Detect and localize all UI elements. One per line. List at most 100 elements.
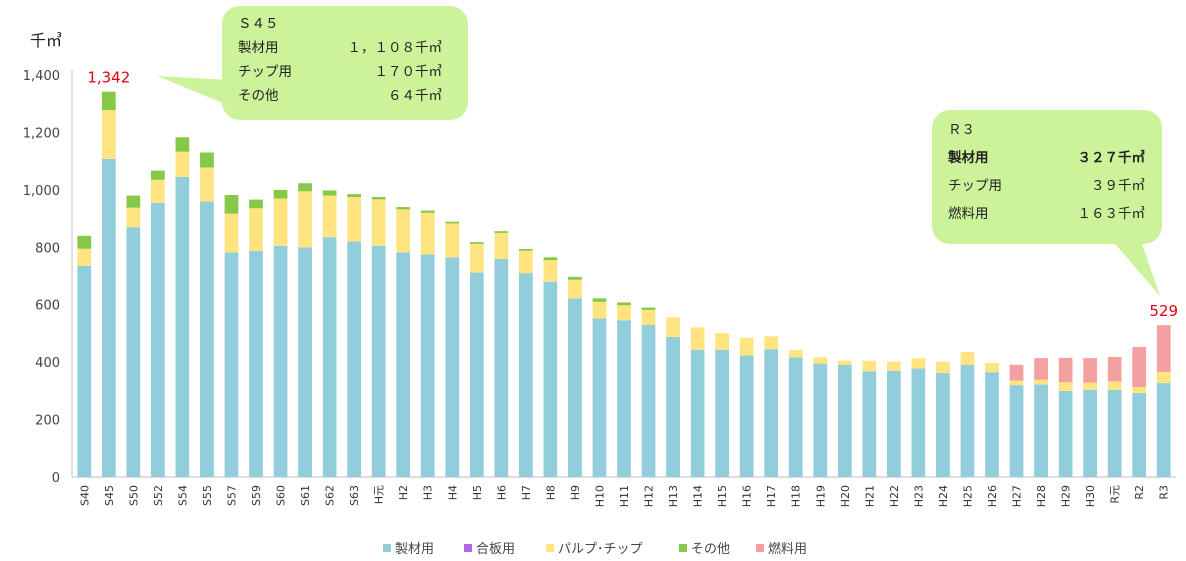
chart-axes: 千㎥ 0 200 400 600 800 1,000 1,200 1,400 S40 S45 S50 S… — [23, 31, 1176, 507]
legend-label: 合板用 — [476, 542, 515, 557]
bar-segment-4 — [641, 307, 656, 310]
y-tick-label: 800 — [35, 241, 60, 256]
bar-segment-1 — [347, 241, 362, 477]
x-tick-label: H7 — [520, 485, 533, 500]
callout-pointer-r3 — [1110, 238, 1160, 296]
bar-segment-1 — [396, 252, 411, 477]
bar-segment-1 — [715, 349, 730, 477]
bar-segment-3 — [150, 179, 165, 203]
callout-line-label: その他 — [238, 88, 279, 104]
x-tick-label: S55 — [201, 485, 214, 506]
bar-segment-4 — [322, 190, 337, 196]
bar-segment-3 — [518, 250, 533, 274]
bar-segment-3 — [813, 357, 828, 364]
bar-segment-1 — [543, 281, 558, 477]
chart-bars — [77, 91, 1171, 478]
bar-segment-3 — [494, 232, 509, 259]
x-tick-label: S59 — [250, 485, 263, 506]
bar-segment-1 — [150, 202, 165, 477]
x-tick-label: H17 — [765, 485, 778, 507]
x-tick-label: H4 — [446, 485, 459, 500]
x-tick-label: H23 — [912, 485, 925, 507]
callout-line-label: チップ用 — [238, 64, 292, 80]
bar-segment-4 — [101, 91, 116, 111]
bar-segment-4 — [445, 221, 460, 224]
x-tick-label: H29 — [1060, 485, 1073, 507]
x-tick-label: H9 — [569, 485, 582, 500]
bar-segment-1 — [837, 365, 852, 477]
bar-segment-5 — [1083, 358, 1098, 383]
x-tick-label: R3 — [1158, 485, 1171, 500]
bar-segment-1 — [101, 158, 116, 478]
bar-segment-1 — [224, 252, 239, 477]
bar-segment-3 — [886, 361, 901, 371]
legend-label: 燃料用 — [768, 541, 807, 557]
chart-legend: 製材用 合板用 パルプ･チップ その他 燃料用 — [383, 541, 807, 557]
bar-segment-3 — [788, 350, 803, 358]
legend-swatch — [546, 544, 554, 552]
bar-segment-4 — [518, 249, 533, 251]
bar-segment-4 — [371, 197, 386, 200]
y-tick-label: 600 — [35, 299, 60, 314]
callout-line-value: ６４千㎥ — [388, 88, 442, 104]
bar-segment-4 — [150, 170, 165, 180]
x-tick-label: H25 — [961, 485, 974, 507]
bar-segment-3 — [690, 327, 705, 350]
callout-line-label: 製材用 — [238, 40, 279, 56]
x-tick-label: S60 — [275, 485, 288, 506]
x-tick-label: H10 — [593, 485, 606, 507]
bar-segment-3 — [1058, 382, 1073, 391]
x-tick-label: S62 — [324, 485, 337, 506]
callout-line-value: １６３千㎥ — [1078, 206, 1146, 222]
x-tick-label: H元 — [373, 485, 386, 504]
callout-box-r3 — [932, 110, 1162, 244]
legend-swatch — [756, 544, 764, 552]
bar-segment-3 — [77, 248, 92, 266]
bar-segment-4 — [224, 195, 239, 214]
x-tick-label: S54 — [176, 485, 189, 506]
bar-segment-3 — [298, 191, 312, 248]
callout-line-label: 燃料用 — [948, 205, 989, 222]
bar-segment-3 — [764, 336, 779, 350]
callout-pointer-s45 — [157, 76, 230, 106]
x-tick-label: H14 — [692, 485, 705, 507]
x-tick-label: S50 — [127, 485, 140, 506]
bar-segment-3 — [837, 360, 852, 366]
y-tick-label: 1,400 — [23, 69, 60, 84]
x-tick-label: H11 — [618, 485, 631, 507]
x-tick-label: H18 — [790, 485, 803, 507]
x-tick-label: H5 — [471, 485, 484, 500]
bar-segment-1 — [886, 370, 901, 477]
bar-segment-3 — [1009, 380, 1024, 386]
y-tick-label: 1,000 — [23, 184, 60, 199]
bar-segment-1 — [592, 318, 607, 477]
bar-segment-3 — [985, 363, 999, 373]
x-tick-label: H12 — [643, 485, 656, 507]
x-tick-label: S61 — [299, 485, 312, 506]
x-tick-label: H22 — [888, 485, 901, 507]
callout-box-s45 — [222, 6, 468, 120]
bar-segment-1 — [862, 371, 877, 477]
bar-segment-1 — [273, 245, 288, 477]
bar-segment-4 — [494, 231, 509, 233]
bar-segment-4 — [396, 207, 411, 210]
x-tick-label: H30 — [1084, 485, 1097, 507]
x-tick-label: H13 — [667, 485, 680, 507]
bar-segment-3 — [469, 243, 484, 273]
bar-segment-1 — [494, 258, 509, 477]
bar-segment-3 — [617, 305, 631, 321]
bar-segment-1 — [518, 273, 533, 477]
legend-label: パルプ･チップ — [558, 542, 643, 557]
x-tick-label: H6 — [495, 485, 508, 500]
bar-segment-3 — [911, 358, 926, 369]
bar-segment-3 — [568, 279, 582, 299]
bar-segment-3 — [715, 333, 730, 350]
bar-segment-1 — [813, 363, 828, 477]
bar-segment-1 — [666, 336, 680, 477]
y-tick-label: 0 — [52, 471, 60, 486]
legend-label: その他 — [691, 542, 730, 557]
bar-segment-1 — [175, 176, 190, 477]
bar-segment-3 — [126, 207, 141, 228]
x-tick-label: H20 — [839, 485, 852, 507]
bar-segment-4 — [617, 302, 631, 306]
